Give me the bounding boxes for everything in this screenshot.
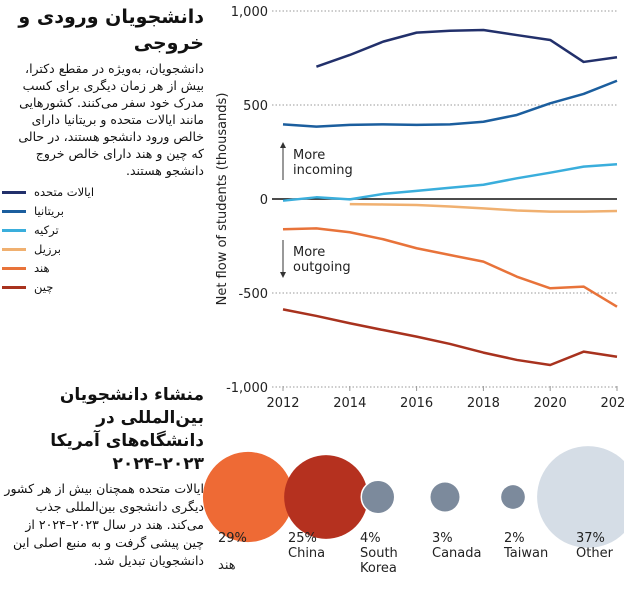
x-tick-label: 2014 [333, 396, 366, 411]
bubble-label: Taiwan [504, 546, 549, 561]
panel1-title: دانشجویان ورودی و خروجی [18, 6, 204, 54]
legend-item: ایالات متحده [2, 183, 204, 202]
panel2-body: ایالات متحده همچنان بیش از هر کشور دیگری… [4, 481, 204, 568]
y-tick-label: -1,000 [226, 381, 268, 396]
annotation-outgoing: More [293, 245, 325, 260]
bubble-percent: 2% [504, 531, 525, 546]
annotation-outgoing: outgoing [293, 260, 351, 275]
series-line [315, 28, 618, 68]
panel1-body: دانشجویان، به‌ویژه در مقطع دکترا، بیش از… [18, 61, 204, 178]
bubble [430, 482, 460, 512]
legend-swatch [2, 229, 26, 232]
legend-swatch [2, 267, 26, 270]
up-arrowhead-icon [280, 142, 286, 148]
annotation-incoming: More [293, 148, 325, 163]
bubble-percent: 29% [218, 531, 247, 546]
bubble [360, 479, 396, 515]
series-line [282, 79, 618, 128]
legend: ایالات متحده بریتانیا ترکیه برزیل هند چین [2, 183, 204, 297]
bubble [202, 451, 294, 543]
y-axis-label: Net flow of students (thousands) [215, 93, 230, 306]
annotation-incoming: incoming [293, 163, 353, 178]
legend-item: هند [2, 259, 204, 278]
legend-label: برزیل [34, 242, 62, 256]
y-tick-label: 1,000 [231, 5, 268, 20]
legend-swatch [2, 210, 26, 213]
panel2: منشاء دانشجویان بین‌المللی در دانشگاه‌ها… [2, 384, 204, 570]
bubble-percent: 3% [432, 531, 453, 546]
bubble [537, 446, 624, 548]
bubble-label: هند [218, 558, 236, 573]
legend-label: ایالات متحده [34, 185, 95, 199]
bubble-percent: 37% [576, 531, 605, 546]
legend-swatch [2, 286, 26, 289]
legend-label: هند [34, 261, 50, 275]
legend-item: ترکیه [2, 221, 204, 240]
bubble-label: Canada [432, 546, 482, 561]
bubble [284, 455, 368, 539]
y-tick-label: 500 [243, 99, 268, 114]
series-line [349, 202, 618, 213]
down-arrowhead-icon [280, 272, 286, 278]
bubble-percent: 25% [288, 531, 317, 546]
legend-label: ترکیه [34, 223, 59, 237]
x-tick-label: 2012 [266, 396, 299, 411]
legend-item: بریتانیا [2, 202, 204, 221]
x-tick-label: 2016 [400, 396, 433, 411]
legend-item: چین [2, 278, 204, 297]
y-tick-label: -500 [238, 287, 268, 302]
legend-label: چین [34, 280, 54, 294]
x-tick-label: 2018 [467, 396, 500, 411]
series-line [282, 308, 618, 367]
legend-label: بریتانیا [34, 204, 64, 218]
x-tick-label: 2020 [534, 396, 567, 411]
bubble-label: China [288, 546, 326, 561]
panel1: دانشجویان ورودی و خروجی دانشجویان، به‌وی… [2, 4, 204, 297]
series-line [282, 227, 618, 308]
legend-swatch [2, 248, 26, 251]
bubble-label: South Korea [360, 546, 398, 576]
x-tick-label: 2022 [600, 396, 624, 411]
bubble-percent: 4% [360, 531, 381, 546]
legend-swatch [2, 191, 26, 194]
series-line [282, 162, 618, 202]
bubble [501, 485, 525, 509]
panel2-title: منشاء دانشجویان بین‌المللی در دانشگاه‌ها… [50, 385, 204, 474]
y-tick-label: 0 [260, 193, 268, 208]
legend-item: برزیل [2, 240, 204, 259]
bubble-label: Other [576, 546, 613, 561]
